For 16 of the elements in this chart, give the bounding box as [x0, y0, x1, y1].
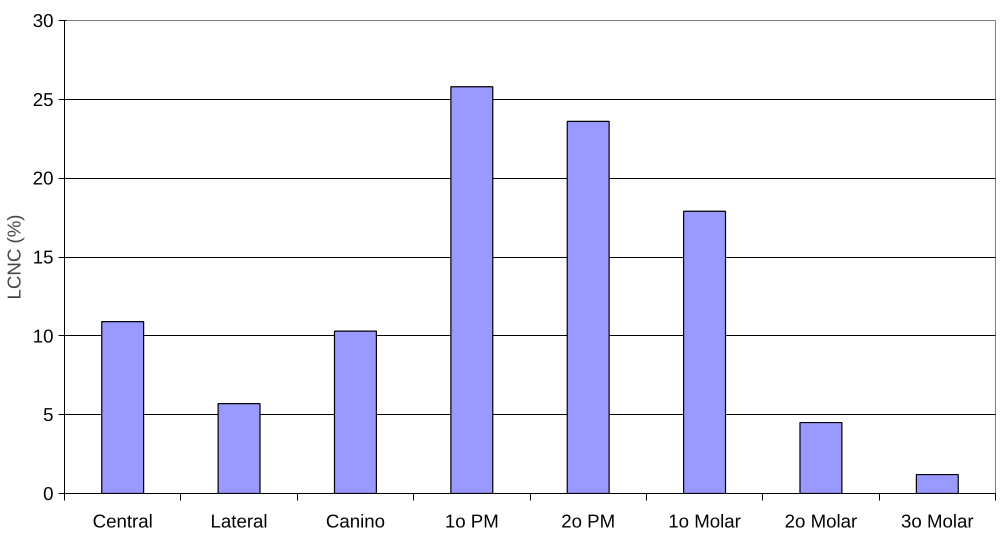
x-tick-label: 1o PM — [444, 510, 499, 532]
x-tick-label: 1o Molar — [668, 510, 741, 532]
y-tick-label: 0 — [43, 483, 54, 504]
y-tick-label: 15 — [32, 246, 54, 268]
x-tick-label: 2o Molar — [784, 510, 858, 532]
y-tick-label: 5 — [43, 404, 54, 426]
x-tick-label: Central — [92, 510, 153, 532]
y-tick-label: 20 — [32, 168, 54, 189]
x-tick-label: Canino — [326, 510, 385, 532]
x-tick-label: 3o Molar — [901, 510, 974, 532]
y-tick-label: 10 — [32, 325, 54, 346]
x-tick-label: 2o PM — [561, 510, 616, 532]
y-tick-label: 30 — [32, 10, 54, 31]
y-axis-title: LCNC (%) — [4, 214, 25, 300]
x-tick-label: Lateral — [210, 510, 268, 532]
y-tick-label: 25 — [32, 88, 54, 110]
